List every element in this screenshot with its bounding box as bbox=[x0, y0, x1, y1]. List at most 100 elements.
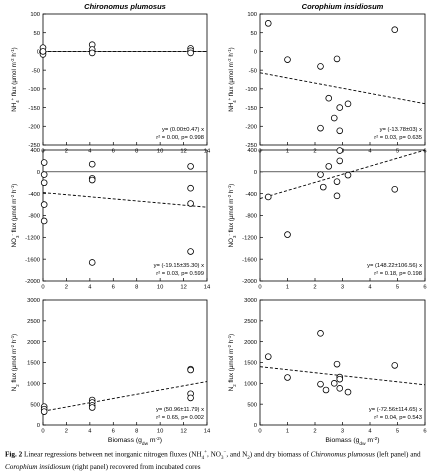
x-tick-label: 4 bbox=[88, 285, 92, 291]
x-tick-label: 0 bbox=[41, 429, 44, 435]
data-point bbox=[40, 179, 48, 187]
x-tick-label: 6 bbox=[112, 149, 115, 155]
data-point bbox=[187, 200, 194, 207]
x-tick-label: 4 bbox=[368, 149, 372, 155]
x-tick-label: 5 bbox=[396, 429, 399, 435]
y-tick-label: -1200 bbox=[25, 236, 40, 242]
y-tick-label: 500 bbox=[247, 402, 257, 408]
y-tick-label: 2000 bbox=[244, 340, 257, 346]
data-point bbox=[88, 176, 96, 184]
regression-line bbox=[259, 72, 426, 105]
panel-n2-chironomus: 0 500 1000 1500 2000 2500 3000 0 2 4 6 8 10 12 14 y= (5… bbox=[10, 298, 211, 446]
y-tick-label: -150 bbox=[245, 106, 257, 112]
data-point bbox=[333, 55, 341, 63]
data-point bbox=[284, 231, 291, 238]
y-tick-label: 400 bbox=[247, 148, 257, 154]
x-tick-label: 2 bbox=[65, 285, 68, 291]
plot-frame bbox=[42, 13, 208, 146]
data-point bbox=[333, 360, 341, 368]
x-tick-label: 5 bbox=[396, 149, 399, 155]
data-point bbox=[317, 380, 324, 388]
y-tick-label: 2500 bbox=[244, 319, 257, 325]
data-point bbox=[330, 380, 338, 387]
data-point bbox=[40, 171, 48, 178]
regression-equation: y= (-19.15±35.30) x bbox=[154, 263, 204, 269]
x-tick-label: 1 bbox=[286, 149, 289, 155]
regression-stats: r² = 0.00, p= 0.998 bbox=[156, 135, 204, 141]
y-tick-label: 1500 bbox=[244, 361, 257, 367]
regression-stats: r² = 0.18, p= 0.198 bbox=[374, 271, 422, 277]
data-point bbox=[336, 385, 344, 392]
x-tick-label: 4 bbox=[368, 285, 372, 291]
data-point bbox=[336, 147, 344, 154]
y-tick-label: -200 bbox=[28, 124, 40, 130]
y-axis-label: NH4+ flux (µmol m-2 h-1) bbox=[227, 47, 237, 111]
regression-equation: y= (50.96±11.79) x bbox=[156, 407, 204, 413]
data-point bbox=[317, 330, 324, 337]
x-tick-label: 3 bbox=[341, 285, 344, 291]
y-tick-label: 50 bbox=[34, 31, 40, 37]
data-point bbox=[322, 386, 330, 394]
data-point bbox=[344, 171, 352, 179]
x-tick-label: 14 bbox=[204, 285, 211, 291]
x-tick-label: 12 bbox=[180, 429, 186, 435]
panel-no3-chironomus: -2000 -1600 -1200 -800 -400 0 400 0 2 4 6 8 10 12 14 y=… bbox=[10, 148, 211, 290]
data-point bbox=[40, 217, 48, 225]
data-point bbox=[391, 186, 399, 193]
x-tick-label: 10 bbox=[157, 429, 163, 435]
y-tick-label: 1000 bbox=[27, 382, 40, 388]
y-tick-label: 2500 bbox=[27, 319, 40, 325]
data-point bbox=[88, 160, 96, 168]
x-tick-label: 2 bbox=[65, 429, 68, 435]
data-point bbox=[187, 248, 194, 255]
y-tick-label: 3000 bbox=[27, 298, 40, 304]
data-point bbox=[333, 192, 341, 200]
data-point bbox=[336, 375, 344, 383]
data-point bbox=[264, 193, 272, 201]
regression-stats: r² = 0.03, p= 0.599 bbox=[156, 271, 204, 277]
data-point bbox=[317, 124, 324, 132]
y-tick-label: 1500 bbox=[27, 361, 40, 367]
data-point bbox=[187, 394, 194, 402]
y-tick-label: -2000 bbox=[242, 279, 257, 285]
y-tick-label: -200 bbox=[245, 124, 257, 130]
data-point bbox=[187, 163, 194, 170]
x-tick-label: 0 bbox=[258, 429, 261, 435]
data-point bbox=[88, 259, 96, 266]
data-point bbox=[325, 94, 333, 102]
data-point bbox=[88, 49, 96, 57]
y-tick-label: 100 bbox=[30, 12, 40, 18]
y-tick-label: 3000 bbox=[244, 298, 257, 304]
plot-frame bbox=[259, 149, 426, 282]
y-axis-label: N2 flux (µmol m-2 h-1) bbox=[10, 334, 20, 391]
data-point bbox=[284, 56, 291, 63]
panel-n2-corophium: 0 500 1000 1500 2000 2500 3000 0 1 2 3 4 5 6 y= (-72.5… bbox=[227, 298, 427, 446]
regression-stats: r² = 0.65, p= 0.002 bbox=[156, 415, 204, 421]
regression-equation: y= (-72.56±114.65) x bbox=[369, 407, 422, 413]
y-tick-label: 2000 bbox=[27, 340, 40, 346]
x-axis-label: Biomass (gdw m-2) bbox=[108, 436, 162, 447]
x-tick-label: 1 bbox=[286, 429, 289, 435]
y-tick-label: -100 bbox=[28, 87, 40, 93]
x-tick-label: 2 bbox=[313, 429, 316, 435]
y-tick-label: -400 bbox=[28, 192, 40, 198]
y-tick-label: -400 bbox=[245, 192, 257, 198]
x-tick-label: 3 bbox=[341, 429, 344, 435]
y-tick-label: 500 bbox=[30, 402, 40, 408]
y-tick-label: -1600 bbox=[242, 257, 257, 263]
y-tick-label: 0 bbox=[254, 50, 257, 56]
y-tick-label: 100 bbox=[247, 12, 257, 18]
y-tick-label: -50 bbox=[32, 68, 40, 74]
y-tick-label: -100 bbox=[245, 87, 257, 93]
data-point bbox=[264, 20, 272, 27]
data-point bbox=[336, 157, 344, 165]
y-tick-label: -1600 bbox=[25, 257, 40, 263]
plot-frame bbox=[259, 13, 426, 146]
y-tick-label: 50 bbox=[251, 31, 257, 37]
regression-stats: r² = 0.03, p= 0.635 bbox=[374, 135, 422, 141]
regression-stats: r² = 0.04, p= 0.543 bbox=[374, 415, 422, 421]
x-tick-label: 4 bbox=[368, 429, 372, 435]
y-tick-label: -2000 bbox=[25, 279, 40, 285]
